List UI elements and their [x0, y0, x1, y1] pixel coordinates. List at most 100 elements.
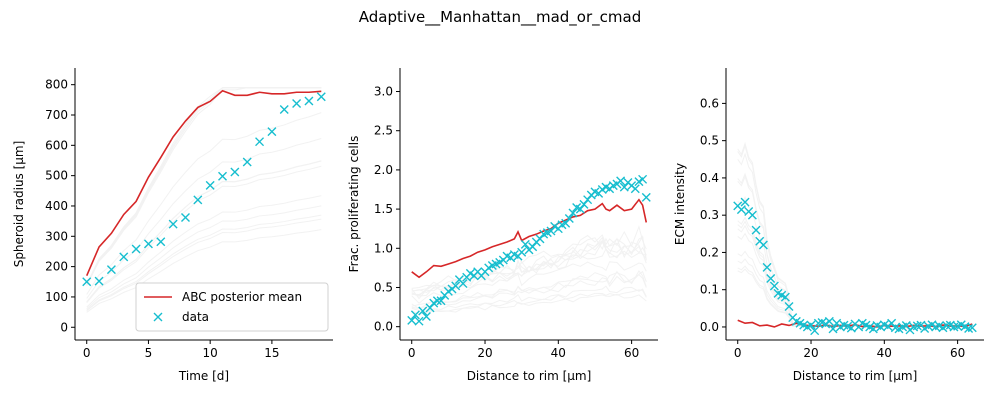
- sample-line: [411, 225, 647, 289]
- sample-line: [411, 285, 647, 312]
- x-tick-label: 60: [950, 346, 965, 360]
- sample-line: [86, 205, 322, 310]
- sample-line: [86, 160, 322, 303]
- sample-line: [411, 274, 647, 310]
- sample-line: [411, 269, 647, 310]
- x-tick-label: 10: [203, 346, 218, 360]
- data-series: [733, 197, 977, 336]
- legend-frame: [135, 282, 329, 332]
- data-point: [766, 274, 776, 284]
- legend-mean-label: ABC posterior mean: [182, 290, 302, 304]
- y-tick-label: 1.0: [374, 241, 393, 255]
- sample-line: [737, 268, 973, 327]
- data-point: [638, 174, 648, 184]
- x-tick-label: 60: [624, 346, 639, 360]
- data-point: [407, 315, 417, 325]
- panel-ecm-intensity: 0 20 40 60 0.0 0.1 0.2 0.3 0.4 0.5 0.6 Distance to …: [673, 68, 984, 383]
- sample-line: [411, 293, 647, 315]
- data-point: [451, 281, 461, 291]
- data-point: [575, 204, 585, 214]
- x-tick-label: 0: [408, 346, 416, 360]
- y-tick-label: 200: [45, 260, 68, 274]
- data-point: [630, 184, 640, 194]
- data-point: [528, 242, 538, 252]
- data-point: [230, 167, 240, 177]
- posterior-samples: [737, 141, 973, 327]
- panel-spheroid-radius: 0 5 10 15 0 100 200 300 400 500 600 700 800 Time [d] S…: [12, 68, 333, 383]
- sample-line: [411, 261, 647, 304]
- data-point: [583, 195, 593, 205]
- data-point: [94, 276, 104, 286]
- data-point: [180, 212, 190, 222]
- data-point: [168, 219, 178, 229]
- data-point: [267, 127, 277, 137]
- sample-line: [86, 87, 322, 286]
- data-point: [780, 292, 790, 302]
- data-point: [143, 239, 153, 249]
- data-point: [279, 105, 289, 115]
- y-tick-label: 700: [45, 108, 68, 122]
- data-point: [156, 237, 166, 247]
- data-point: [205, 180, 215, 190]
- posterior-mean-line: [85, 89, 322, 277]
- x-tick-label: 40: [877, 346, 892, 360]
- data-point: [255, 137, 265, 147]
- data-series: [82, 92, 326, 287]
- data-point: [421, 311, 431, 321]
- data-point: [784, 301, 794, 311]
- data-point: [414, 316, 424, 326]
- sample-line: [411, 270, 647, 307]
- y-tick-label: 2.0: [374, 163, 393, 177]
- data-point: [304, 96, 314, 106]
- sample-line: [737, 144, 973, 326]
- sample-line: [411, 240, 647, 300]
- sample-line: [737, 152, 973, 326]
- data-point: [810, 326, 820, 336]
- x-tick-label: 0: [83, 346, 91, 360]
- data-point: [242, 157, 252, 167]
- data-point: [579, 199, 589, 209]
- y-tick-label: 0.4: [700, 171, 719, 185]
- data-point: [564, 214, 574, 223]
- y-tick-label: 400: [45, 199, 68, 213]
- legend-data-label: data: [182, 310, 209, 324]
- sample-line: [411, 289, 647, 315]
- x-axis-label: Distance to rim [μm]: [467, 369, 592, 383]
- data-point: [568, 208, 578, 218]
- data-point: [425, 303, 435, 313]
- data-point: [410, 310, 420, 320]
- data-point: [967, 323, 977, 333]
- posterior-samples: [86, 87, 322, 313]
- data-point: [824, 316, 834, 326]
- data-point: [292, 98, 302, 108]
- data-point: [747, 210, 757, 220]
- y-tick-label: 500: [45, 169, 68, 183]
- y-tick-label: 3.0: [374, 85, 393, 99]
- y-tick-label: 2.5: [374, 124, 393, 138]
- data-point: [432, 296, 442, 306]
- sample-line: [86, 229, 322, 313]
- y-tick-label: 1.5: [374, 202, 393, 216]
- data-point: [193, 195, 203, 205]
- x-axis-label: Time [d]: [178, 369, 229, 383]
- y-tick-label: 0.0: [700, 320, 719, 334]
- y-tick-label: 800: [45, 78, 68, 92]
- data-point: [218, 171, 228, 181]
- x-tick-label: 0: [734, 346, 742, 360]
- data-point: [561, 218, 571, 228]
- x-tick-label: 20: [477, 346, 492, 360]
- legend-data-swatch: [153, 312, 163, 322]
- y-tick-label: 0.0: [374, 320, 393, 334]
- posterior-mean-line: [411, 198, 648, 279]
- x-tick-label: 15: [264, 346, 279, 360]
- data-point: [641, 192, 651, 202]
- y-tick-label: 0.1: [700, 283, 719, 297]
- y-tick-label: 600: [45, 138, 68, 152]
- data-point: [806, 320, 816, 330]
- data-point: [520, 239, 530, 249]
- y-tick-label: 0.3: [700, 208, 719, 222]
- data-point: [106, 265, 116, 275]
- y-tick-label: 100: [45, 290, 68, 304]
- x-tick-label: 40: [551, 346, 566, 360]
